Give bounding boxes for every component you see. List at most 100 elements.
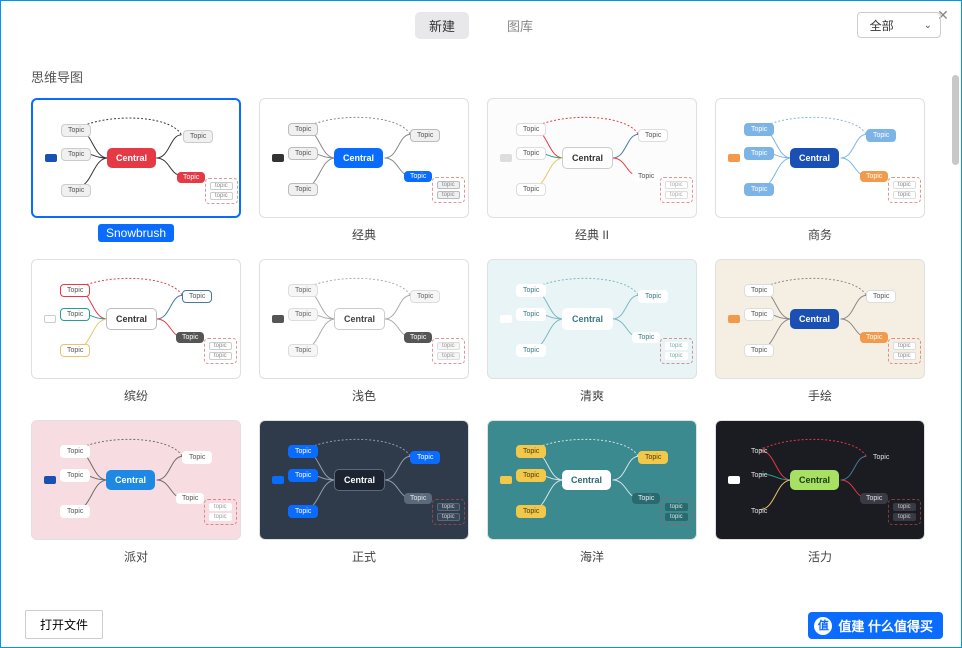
mindmap-topic: Topic	[410, 451, 440, 464]
mindmap-topic: Topic	[182, 290, 212, 303]
template-label: 海洋	[572, 546, 612, 567]
scrollbar-thumb[interactable]	[952, 75, 959, 165]
template-card-formal[interactable]: CentralTopicTopicTopicTopicTopictopictop…	[259, 420, 469, 567]
template-card-business[interactable]: CentralTopicTopicTopicTopicTopictopictop…	[715, 98, 925, 245]
mindmap-subgroup: topictopic	[204, 338, 237, 364]
mindmap-topic: Topic	[288, 505, 318, 518]
mindmap-topic: Topic	[744, 284, 774, 297]
template-label: 手绘	[800, 385, 840, 406]
mindmap-topic: Topic	[183, 130, 213, 143]
template-label: 正式	[344, 546, 384, 567]
template-card-snowbrush[interactable]: CentralTopicTopicTopicTopicTopictopictop…	[31, 98, 241, 245]
mindmap-topic: Topic	[410, 290, 440, 303]
open-file-button[interactable]: 打开文件	[25, 610, 103, 639]
mindmap-topic: Topic	[516, 445, 546, 458]
mindmap-topic: Topic	[516, 344, 546, 357]
mindmap-topic: Topic	[744, 183, 774, 196]
template-thumb: CentralTopicTopicTopicTopicTopictopictop…	[487, 259, 697, 379]
template-card-colorful[interactable]: CentralTopicTopicTopicTopicTopictopictop…	[31, 259, 241, 406]
mindmap-topic-accent: Topic	[860, 493, 888, 504]
template-label: 清爽	[572, 385, 612, 406]
mindmap-subgroup: topictopic	[888, 338, 921, 364]
mindmap-topic: Topic	[516, 147, 546, 160]
template-card-classic2[interactable]: CentralTopicTopicTopicTopicTopictopictop…	[487, 98, 697, 245]
template-label: 经典 II	[567, 224, 617, 245]
tabs: 新建 图库	[415, 12, 547, 39]
template-label: 经典	[344, 224, 384, 245]
mindmap-topic-accent: Topic	[404, 493, 432, 504]
mindmap-topic-accent: Topic	[177, 172, 205, 183]
template-thumb: CentralTopicTopicTopicTopicTopictopictop…	[715, 259, 925, 379]
mindmap-topic: Topic	[866, 451, 896, 464]
template-card-vitality[interactable]: CentralTopicTopicTopicTopicTopictopictop…	[715, 420, 925, 567]
template-thumb: CentralTopicTopicTopicTopicTopictopictop…	[259, 259, 469, 379]
mindmap-subgroup: topictopic	[204, 499, 237, 525]
mindmap-topic: Topic	[866, 129, 896, 142]
mindmap-subgroup: topictopic	[660, 177, 693, 203]
mindmap-anchor	[272, 154, 284, 162]
mindmap-topic-accent: Topic	[860, 171, 888, 182]
mindmap-topic-accent: Topic	[632, 332, 660, 343]
mindmap-topic: Topic	[516, 469, 546, 482]
mindmap-central: Central	[334, 469, 385, 491]
mindmap-topic: Topic	[288, 308, 318, 321]
template-label: 缤纷	[116, 385, 156, 406]
template-card-fresh[interactable]: CentralTopicTopicTopicTopicTopictopictop…	[487, 259, 697, 406]
mindmap-anchor	[728, 315, 740, 323]
mindmap-central: Central	[562, 308, 613, 330]
mindmap-topic: Topic	[61, 148, 91, 161]
tab-new[interactable]: 新建	[415, 12, 469, 39]
mindmap-central: Central	[334, 148, 383, 168]
template-thumb: CentralTopicTopicTopicTopicTopictopictop…	[31, 98, 241, 218]
mindmap-central: Central	[790, 148, 839, 168]
template-card-light[interactable]: CentralTopicTopicTopicTopicTopictopictop…	[259, 259, 469, 406]
mindmap-topic: Topic	[516, 308, 546, 321]
mindmap-topic-accent: Topic	[176, 493, 204, 504]
mindmap-topic-accent: Topic	[632, 493, 660, 504]
mindmap-central: Central	[106, 308, 157, 330]
mindmap-topic: Topic	[182, 451, 212, 464]
mindmap-topic: Topic	[60, 308, 90, 321]
mindmap-central: Central	[106, 470, 155, 490]
mindmap-central: Central	[562, 147, 613, 169]
template-thumb: CentralTopicTopicTopicTopicTopictopictop…	[259, 98, 469, 218]
chevron-down-icon: ⌄	[924, 20, 932, 31]
mindmap-central: Central	[562, 470, 611, 490]
mindmap-subgroup: topictopic	[660, 499, 693, 525]
mindmap-anchor	[44, 315, 56, 323]
filter-label: 全部	[870, 17, 894, 34]
template-thumb: CentralTopicTopicTopicTopicTopictopictop…	[715, 98, 925, 218]
mindmap-topic: Topic	[744, 147, 774, 160]
mindmap-central: Central	[790, 309, 839, 329]
template-card-ocean[interactable]: CentralTopicTopicTopicTopicTopictopictop…	[487, 420, 697, 567]
filter-select[interactable]: 全部 ⌄	[857, 12, 941, 38]
template-thumb: CentralTopicTopicTopicTopicTopictopictop…	[31, 259, 241, 379]
mindmap-topic: Topic	[288, 344, 318, 357]
template-thumb: CentralTopicTopicTopicTopicTopictopictop…	[487, 98, 697, 218]
mindmap-topic-accent: Topic	[860, 332, 888, 343]
mindmap-topic: Topic	[60, 284, 90, 297]
mindmap-central: Central	[107, 148, 156, 168]
tab-library[interactable]: 图库	[493, 12, 547, 39]
mindmap-topic: Topic	[638, 129, 668, 142]
template-grid: CentralTopicTopicTopicTopicTopictopictop…	[1, 92, 961, 567]
mindmap-anchor	[728, 476, 740, 484]
mindmap-anchor	[272, 315, 284, 323]
mindmap-topic: Topic	[638, 451, 668, 464]
mindmap-anchor	[500, 315, 512, 323]
mindmap-topic: Topic	[744, 344, 774, 357]
topbar: 新建 图库 全部 ⌄	[1, 1, 961, 49]
mindmap-subgroup: topictopic	[432, 177, 465, 203]
section-title: 思维导图	[1, 49, 961, 92]
mindmap-anchor	[728, 154, 740, 162]
template-card-party[interactable]: CentralTopicTopicTopicTopicTopictopictop…	[31, 420, 241, 567]
mindmap-topic: Topic	[516, 284, 546, 297]
mindmap-anchor	[272, 476, 284, 484]
mindmap-subgroup: topictopic	[432, 338, 465, 364]
template-card-classic[interactable]: CentralTopicTopicTopicTopicTopictopictop…	[259, 98, 469, 245]
mindmap-anchor	[500, 154, 512, 162]
template-card-sketch[interactable]: CentralTopicTopicTopicTopicTopictopictop…	[715, 259, 925, 406]
mindmap-topic-accent: Topic	[632, 171, 660, 182]
template-label: 浅色	[344, 385, 384, 406]
mindmap-subgroup: topictopic	[888, 499, 921, 525]
